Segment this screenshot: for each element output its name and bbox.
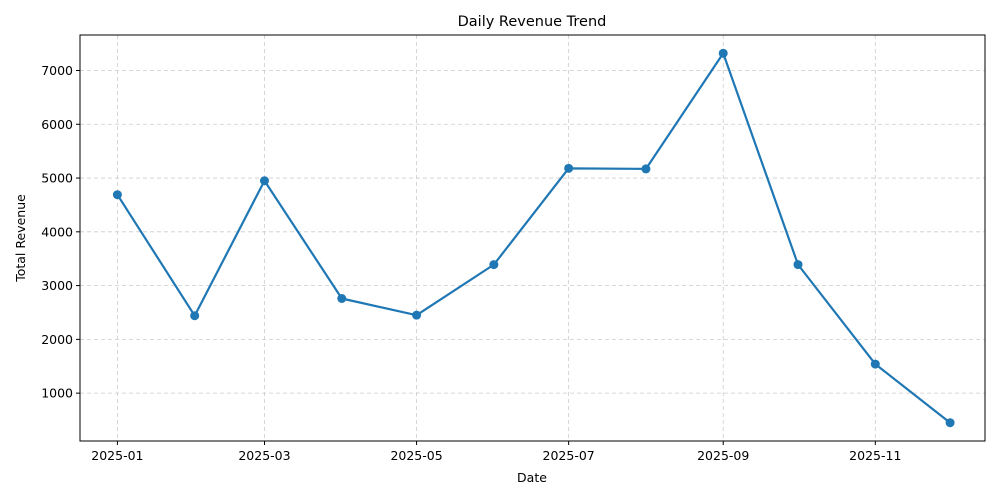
data-point bbox=[641, 164, 651, 174]
data-point bbox=[793, 260, 803, 270]
x-tick-label: 2025-05 bbox=[390, 448, 442, 463]
y-tick-label: 7000 bbox=[41, 63, 73, 78]
y-axis-title: Total Revenue bbox=[13, 194, 28, 283]
axes: 1000 2000 3000 4000 5000 6000 7000 2025-01 2025-… bbox=[41, 34, 986, 463]
data-point bbox=[564, 163, 574, 173]
y-tick-label: 1000 bbox=[41, 386, 73, 401]
grid bbox=[80, 35, 985, 441]
data-point bbox=[945, 418, 955, 428]
x-tick-label: 2025-03 bbox=[238, 448, 290, 463]
data-point bbox=[337, 293, 347, 303]
data-point bbox=[412, 310, 422, 320]
x-tick-label: 2025-01 bbox=[91, 448, 143, 463]
data-point bbox=[112, 190, 122, 200]
x-tick-label: 2025-11 bbox=[849, 448, 901, 463]
y-tick-label: 2000 bbox=[41, 332, 73, 347]
y-tick-label: 5000 bbox=[41, 171, 73, 186]
x-tick-label: 2025-09 bbox=[697, 448, 749, 463]
series-line bbox=[116, 52, 951, 424]
y-tick-label: 4000 bbox=[41, 224, 73, 239]
data-point bbox=[870, 359, 880, 369]
data-point bbox=[259, 176, 269, 186]
plot-frame bbox=[79, 34, 986, 442]
x-axis-title: Date bbox=[517, 470, 547, 485]
data-point bbox=[718, 48, 728, 58]
series-layer bbox=[112, 48, 955, 428]
data-point bbox=[489, 260, 499, 270]
y-tick-label: 6000 bbox=[41, 117, 73, 132]
y-tick-label: 3000 bbox=[41, 278, 73, 293]
x-tick-label: 2025-07 bbox=[543, 448, 595, 463]
data-point bbox=[190, 311, 200, 321]
chart-title: Daily Revenue Trend bbox=[458, 14, 607, 30]
